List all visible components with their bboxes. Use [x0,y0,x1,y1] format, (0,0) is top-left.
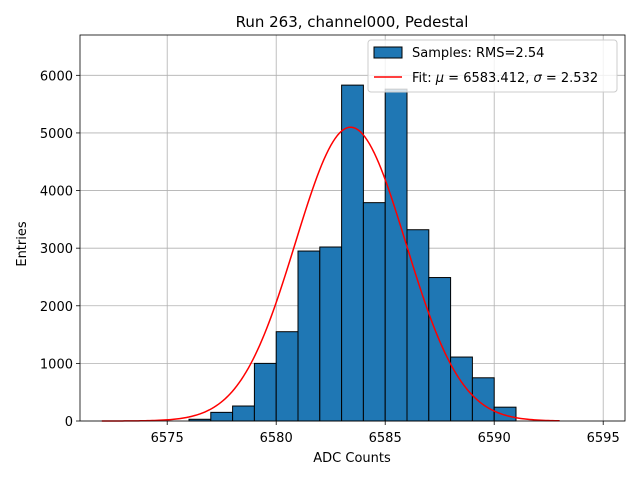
histogram-bar [232,405,255,422]
y-axis-label: Entries [15,221,30,267]
chart-title: Run 263, channel000, Pedestal [236,13,469,31]
y-tick-label: 4000 [40,185,73,200]
y-tick-label: 0 [65,415,73,430]
histogram-bar [319,246,343,422]
histogram-bar [275,331,299,422]
y-tick-label: 5000 [40,127,73,142]
x-tick-label: 6590 [478,431,511,446]
y-tick-label: 3000 [40,242,73,257]
legend-fit-mu-value: = 6583.412, [444,71,533,86]
x-tick-label: 6595 [587,431,620,446]
histogram-bar [210,411,234,422]
legend: Samples: RMS=2.54 Fit: μ = 6583.412, σ =… [367,39,618,93]
histogram-bar [428,277,452,422]
legend-fit-sigma-value: = 2.532 [542,71,598,86]
x-axis-ticks: 6575 6580 6585 6590 6595 [151,421,620,446]
histogram-bar [253,362,277,422]
legend-label-fit: Fit: μ = 6583.412, σ = 2.532 [412,71,598,86]
y-tick-label: 1000 [40,357,73,372]
legend-fit-prefix: Fit: [412,71,436,86]
legend-swatch-samples [373,46,403,59]
x-axis-label: ADC Counts [313,451,391,466]
y-tick-label: 6000 [40,69,73,84]
legend-fit-sigma-symbol: σ [534,71,543,86]
fit-curve [101,126,560,422]
legend-fit-mu-symbol: μ [435,71,444,86]
histogram-bar [450,356,473,422]
x-tick-label: 6585 [369,431,402,446]
y-axis-ticks: 0 1000 2000 3000 4000 5000 6000 [40,69,80,430]
legend-box [367,39,618,93]
y-tick-label: 2000 [40,300,73,315]
histogram-bar [493,406,517,422]
histogram-bar [297,250,321,422]
histogram-bars [188,84,517,422]
x-tick-label: 6575 [151,431,184,446]
x-tick-label: 6580 [260,431,293,446]
histogram-bar [384,88,408,422]
histogram-bar [362,202,386,422]
plot-frame [79,34,626,422]
histogram-bar [341,84,364,422]
legend-label-samples: Samples: RMS=2.54 [412,46,544,61]
